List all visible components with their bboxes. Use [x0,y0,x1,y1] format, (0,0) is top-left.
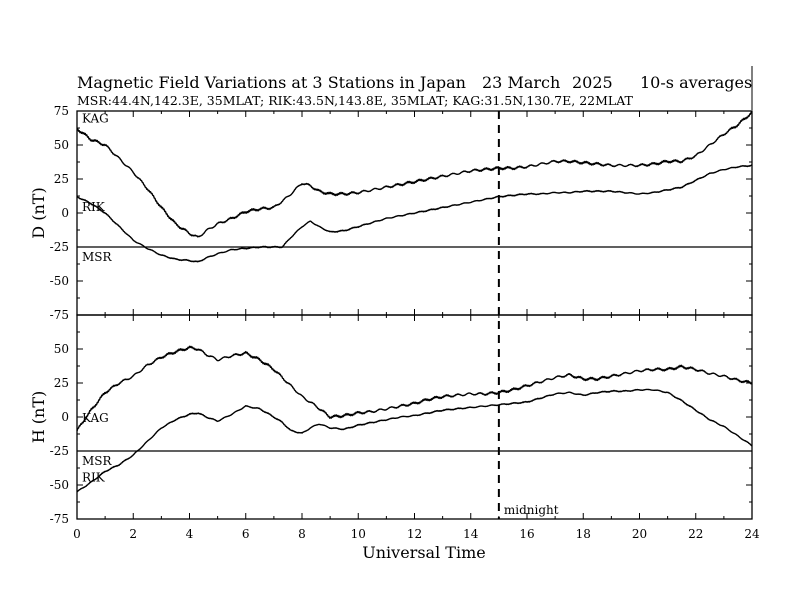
chart-date: 23 March [482,73,560,92]
x-tick-label: 24 [744,527,760,541]
x-tick-label: 6 [242,527,250,541]
x-tick-label: 22 [688,527,703,541]
chart-title: Magnetic Field Variations at 3 Stations … [77,73,466,92]
y-tick-label: 25 [54,376,69,390]
panels: 75 50 25 0 -25 -50 -75 D (nT) KAG RIK MSR 50 25 0 -25 -… [29,104,753,526]
series-kag [76,111,753,238]
panel-d: 75 50 25 0 -25 -50 -75 D (nT) KAG RIK MSR [29,104,753,322]
x-tick-label: 12 [407,527,422,541]
y-tick-label: 75 [54,104,69,118]
y-tick-label: 0 [61,410,69,424]
y-tick-label: -50 [50,274,69,288]
x-tick-label: 14 [463,527,479,541]
label-rik: RIK [82,200,106,214]
chart-year: 2025 [572,73,613,92]
y-axis-title: H (nT) [29,391,48,444]
y-tick-label: 0 [61,206,69,220]
x-tick-label: 4 [186,527,194,541]
y-tick-label: -75 [50,512,69,526]
series-kag [76,345,753,432]
x-tick-label: 8 [298,527,306,541]
label-msr: MSR [82,250,113,264]
series-rik [76,164,753,263]
y-tick-label: -25 [50,444,69,458]
x-axis-title: Universal Time [362,543,485,562]
x-tick-label: 20 [632,527,647,541]
label-kag: KAG [82,112,109,126]
panel-frame [76,314,753,520]
x-tick-label: 0 [73,527,81,541]
y-tick-label: -50 [50,478,69,492]
label-rik: RIK [82,470,106,484]
x-tick-label: 2 [129,527,137,541]
panel-h: 50 25 0 -25 -50 -75 H (nT) KAG RIK MSR [29,314,753,526]
x-tick-label: 10 [351,527,366,541]
label-msr: MSR [82,454,113,468]
y-axis-title: D (nT) [29,187,48,238]
midnight-label: midnight [504,503,559,517]
x-axis-ticks: 0 2 4 6 8 10 12 14 16 18 20 22 24 [73,111,760,541]
label-kag: KAG [82,411,109,425]
series-rik [76,388,753,493]
y-tick-label: -75 [50,308,69,322]
chart-subtitle: MSR:44.4N,142.3E, 35MLAT; RIK:43.5N,143.… [77,93,634,108]
y-tick-label: 25 [54,172,69,186]
x-tick-label: 16 [519,527,534,541]
y-tick-label: 50 [54,342,69,356]
x-tick-label: 18 [576,527,591,541]
chart-header: Magnetic Field Variations at 3 Stations … [77,73,752,108]
chart-averaging: 10-s averages [640,73,752,92]
y-tick-label: -25 [50,240,69,254]
y-tick-label: 50 [54,138,69,152]
